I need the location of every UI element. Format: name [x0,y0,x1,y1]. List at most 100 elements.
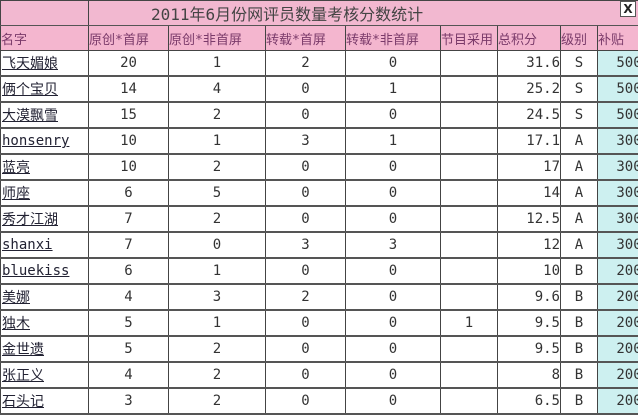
data-cell[interactable]: S [561,51,598,77]
column-header[interactable]: 原创*非首屏 [169,26,266,51]
name-cell[interactable]: 蓝亮 [1,154,89,180]
data-cell[interactable]: 300 [598,180,638,206]
data-cell[interactable] [441,388,498,414]
column-header[interactable]: 级别 [561,26,598,51]
data-cell[interactable]: 4 [89,284,169,310]
column-header[interactable]: 总积分 [498,26,561,51]
data-cell[interactable]: 500 [598,76,638,102]
data-cell[interactable]: 3 [346,232,441,258]
data-cell[interactable]: 10 [89,128,169,154]
data-cell[interactable]: 8 [498,362,561,388]
data-cell[interactable]: 25.2 [498,76,561,102]
data-cell[interactable]: 5 [89,310,169,336]
data-cell[interactable] [441,284,498,310]
data-cell[interactable]: 200 [598,284,638,310]
name-cell[interactable]: bluekiss [1,258,89,284]
data-cell[interactable]: 1 [169,258,266,284]
data-cell[interactable] [441,232,498,258]
data-cell[interactable]: 200 [598,310,638,336]
data-cell[interactable]: 2 [169,206,266,232]
data-cell[interactable]: B [561,362,598,388]
column-header[interactable]: 原创*首屏 [89,26,169,51]
data-cell[interactable]: 20 [89,51,169,77]
data-cell[interactable]: 2 [266,284,346,310]
data-cell[interactable]: 1 [346,76,441,102]
data-cell[interactable]: 3 [169,284,266,310]
data-cell[interactable]: 24.5 [498,102,561,128]
data-cell[interactable]: 14 [498,180,561,206]
name-cell[interactable]: 飞天媚娘 [1,51,89,77]
data-cell[interactable]: 500 [598,51,638,77]
data-cell[interactable] [441,102,498,128]
data-cell[interactable]: 0 [346,388,441,414]
data-cell[interactable] [441,154,498,180]
data-cell[interactable]: 7 [89,206,169,232]
data-cell[interactable]: 2 [266,51,346,77]
data-cell[interactable]: 9.6 [498,284,561,310]
data-cell[interactable]: 0 [346,284,441,310]
data-cell[interactable] [441,128,498,154]
data-cell[interactable] [441,206,498,232]
data-cell[interactable]: 0 [266,310,346,336]
data-cell[interactable]: 12 [498,232,561,258]
name-cell[interactable]: 大漠飘雪 [1,102,89,128]
data-cell[interactable]: B [561,336,598,362]
data-cell[interactable]: 31.6 [498,51,561,77]
data-cell[interactable]: 6 [89,258,169,284]
data-cell[interactable]: B [561,310,598,336]
data-cell[interactable]: 0 [346,310,441,336]
data-cell[interactable] [441,336,498,362]
data-cell[interactable]: A [561,232,598,258]
name-cell[interactable]: 俩个宝贝 [1,76,89,102]
data-cell[interactable]: 0 [266,180,346,206]
data-cell[interactable]: 9.5 [498,310,561,336]
data-cell[interactable]: 300 [598,128,638,154]
data-cell[interactable]: 2 [169,154,266,180]
data-cell[interactable]: 0 [346,258,441,284]
data-cell[interactable]: 6.5 [498,388,561,414]
data-cell[interactable]: A [561,128,598,154]
data-cell[interactable]: 0 [266,76,346,102]
data-cell[interactable]: 0 [266,362,346,388]
column-header[interactable]: 节目采用 [441,26,498,51]
name-cell[interactable]: 秀才江湖 [1,206,89,232]
data-cell[interactable]: 14 [89,76,169,102]
data-cell[interactable]: 1 [169,51,266,77]
data-cell[interactable]: 3 [266,232,346,258]
data-cell[interactable]: 0 [169,232,266,258]
data-cell[interactable] [441,76,498,102]
column-header[interactable]: 补贴 [598,26,638,51]
data-cell[interactable]: A [561,180,598,206]
data-cell[interactable]: 300 [598,232,638,258]
name-cell[interactable]: 金世遗 [1,336,89,362]
name-cell[interactable]: 石头记 [1,388,89,414]
column-header[interactable]: 转载*非首屏 [346,26,441,51]
title-corner-cell[interactable] [1,1,89,26]
data-cell[interactable]: 0 [346,206,441,232]
data-cell[interactable]: 0 [266,336,346,362]
data-cell[interactable]: B [561,388,598,414]
data-cell[interactable]: 2 [169,362,266,388]
column-header[interactable]: 转载*首屏 [266,26,346,51]
data-cell[interactable]: 0 [346,362,441,388]
data-cell[interactable]: 12.5 [498,206,561,232]
data-cell[interactable]: 0 [346,336,441,362]
data-cell[interactable]: 0 [266,388,346,414]
data-cell[interactable]: 200 [598,336,638,362]
data-cell[interactable]: 0 [266,258,346,284]
data-cell[interactable]: 4 [169,76,266,102]
data-cell[interactable]: 17 [498,154,561,180]
data-cell[interactable]: 5 [89,336,169,362]
data-cell[interactable]: 2 [169,336,266,362]
column-header[interactable]: 名字 [1,26,89,51]
data-cell[interactable]: 3 [266,128,346,154]
name-cell[interactable]: shanxi [1,232,89,258]
data-cell[interactable]: 200 [598,388,638,414]
data-cell[interactable]: 2 [169,102,266,128]
data-cell[interactable]: A [561,206,598,232]
data-cell[interactable]: 0 [346,154,441,180]
data-cell[interactable]: 6 [89,180,169,206]
data-cell[interactable]: 300 [598,206,638,232]
name-cell[interactable]: 美娜 [1,284,89,310]
data-cell[interactable]: 500 [598,102,638,128]
